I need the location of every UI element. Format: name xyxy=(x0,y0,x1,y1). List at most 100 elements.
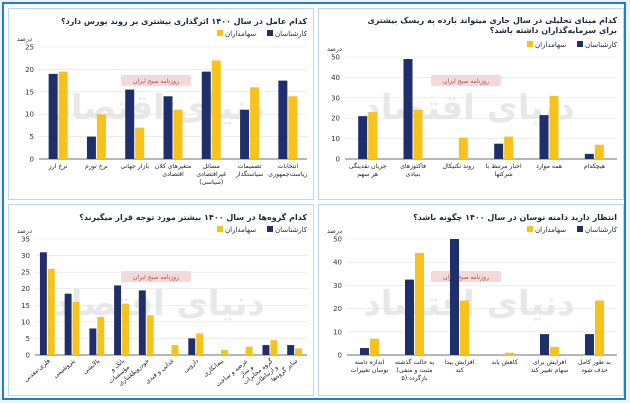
bar-analyst xyxy=(188,338,196,355)
category-label: فلزی-معدنی xyxy=(23,358,52,384)
category-label: (سیاسی) xyxy=(199,179,223,186)
bar-shareholder xyxy=(47,268,55,355)
bar-shareholder xyxy=(97,316,105,355)
y-tick-label: 10 xyxy=(333,328,342,336)
legend-label: سهامداران xyxy=(535,41,566,49)
watermark-badge-text: روزنامه صبح ایران xyxy=(133,274,179,281)
bar-shareholder xyxy=(460,300,469,355)
y-tick-label: 30 xyxy=(21,252,30,260)
legend-label: کارشناسان xyxy=(275,30,308,38)
bar-analyst xyxy=(163,96,173,159)
watermark-text: دنیای اقتصاد xyxy=(53,88,264,128)
bar-shareholder xyxy=(504,136,514,159)
category-label: افزایش برای xyxy=(533,359,566,366)
bar-shareholder xyxy=(550,346,559,355)
watermark-badge xyxy=(431,271,501,282)
watermark-badge xyxy=(121,75,191,86)
bar-analyst xyxy=(278,80,288,159)
bar-shareholder xyxy=(196,333,204,355)
bar-analyst xyxy=(584,153,594,159)
category-label: اندازه دامنه xyxy=(355,359,385,366)
y-tick-label: 0 xyxy=(336,156,340,164)
bar-analyst xyxy=(201,71,211,159)
category-label: نرخ ارز xyxy=(48,163,68,170)
watermark-badge-text: روزنامه صبح ایران xyxy=(443,78,489,85)
category-label: ۵) بازگردد xyxy=(401,374,427,382)
bar-shareholder xyxy=(595,300,604,355)
category-label: کاهش یابد xyxy=(491,359,518,366)
y-tick-label: 0 xyxy=(30,156,34,164)
category-label: اخبار مرتبط با xyxy=(486,163,522,170)
bar-analyst xyxy=(86,136,96,159)
y-tick-label: 5 xyxy=(26,335,30,343)
bar-shareholder xyxy=(211,60,221,159)
bar-analyst xyxy=(585,334,594,355)
category-label: بازار جهانی xyxy=(120,163,149,170)
bar-analyst xyxy=(287,345,295,355)
category-label: حذف شود xyxy=(581,367,608,374)
y-tick-label: 20 xyxy=(21,285,30,293)
bar-shareholder xyxy=(220,350,228,355)
y-tick-label: 10 xyxy=(25,111,34,119)
category-label: شرکتها xyxy=(495,171,513,178)
bar-shareholder xyxy=(549,95,559,159)
bar-analyst xyxy=(262,345,270,355)
category-label: نرخ تورم xyxy=(85,163,108,170)
category-label: پتروشیمی xyxy=(52,357,76,379)
watermark-text: دنیای اقتصاد xyxy=(53,284,264,324)
category-label: سهام تغییر کند xyxy=(531,367,569,374)
bar-analyst xyxy=(539,115,549,159)
chart-panel-top-left: دنیای اقتصاد روزنامه صبح ایران کدام عامل د… xyxy=(8,8,314,200)
bar-shareholder xyxy=(250,87,260,159)
legend-label: سهامداران xyxy=(225,226,256,234)
y-tick-label: 30 xyxy=(333,282,342,290)
y-axis-unit: درصد xyxy=(327,227,342,235)
legend-swatch xyxy=(267,30,273,36)
y-axis-unit: درصد xyxy=(17,35,32,43)
y-tick-label: 10 xyxy=(21,318,30,326)
bar-shareholder xyxy=(368,112,378,159)
y-tick-label: 50 xyxy=(331,54,340,62)
legend-swatch xyxy=(577,226,583,232)
bar-analyst xyxy=(494,143,504,159)
bar-shareholder xyxy=(96,114,106,159)
bar-shareholder xyxy=(370,338,379,355)
chart-panel-top-right: دنیای اقتصاد روزنامه صبح ایران کدام مبنای … xyxy=(318,8,624,200)
category-label: پیمانکاری xyxy=(202,357,225,378)
y-tick-label: 20 xyxy=(331,115,340,123)
bar-shareholder xyxy=(245,346,253,355)
bar-analyst xyxy=(39,252,47,355)
y-tick-label: 15 xyxy=(21,302,30,310)
category-label: فاکتورهای xyxy=(400,163,426,170)
bar-shareholder xyxy=(413,110,423,159)
category-label: خودرویی xyxy=(129,357,151,377)
watermark-badge-text: روزنامه صبح ایران xyxy=(443,274,489,281)
legend-label: کارشناسان xyxy=(585,41,618,49)
chart-title-line: برای سرمایه‌گذاران داشته باشد؟ xyxy=(490,25,617,35)
legend-swatch xyxy=(267,226,273,232)
bar-shareholder xyxy=(135,127,145,159)
bar-analyst xyxy=(360,348,369,355)
y-tick-label: 50 xyxy=(333,236,342,244)
chart-title-line: کدام مبنای تحلیلی در سال جاری میتواند با… xyxy=(367,16,617,25)
bar-analyst xyxy=(125,89,135,159)
chart-svg-0: دنیای اقتصاد روزنامه صبح ایران کدام عامل د… xyxy=(17,16,308,186)
y-tick-label: 20 xyxy=(25,66,34,74)
bar-shareholder xyxy=(173,109,183,159)
bar-shareholder xyxy=(505,352,514,355)
category-label: کند xyxy=(455,367,463,374)
category-label: تصمیمات xyxy=(238,163,262,170)
y-axis-unit: درصد xyxy=(327,45,342,53)
chart-panel-bottom-left: دنیای اقتصاد روزنامه صبح ایران کدام گروه‌ه… xyxy=(8,204,314,396)
category-label: همه موارد xyxy=(536,163,562,170)
y-tick-label: 0 xyxy=(338,352,342,360)
category-label: ریاست‌جمهوری xyxy=(268,171,307,178)
chart-title: کدام عامل در سال ۱۴۰۰ اثرگذاری بیشتری بر… xyxy=(61,16,307,27)
bar-analyst xyxy=(64,293,72,355)
bar-analyst xyxy=(403,59,413,159)
watermark-badge-text: روزنامه صبح ایران xyxy=(133,78,179,85)
legend-swatch xyxy=(217,226,223,232)
bar-shareholder xyxy=(171,345,179,355)
